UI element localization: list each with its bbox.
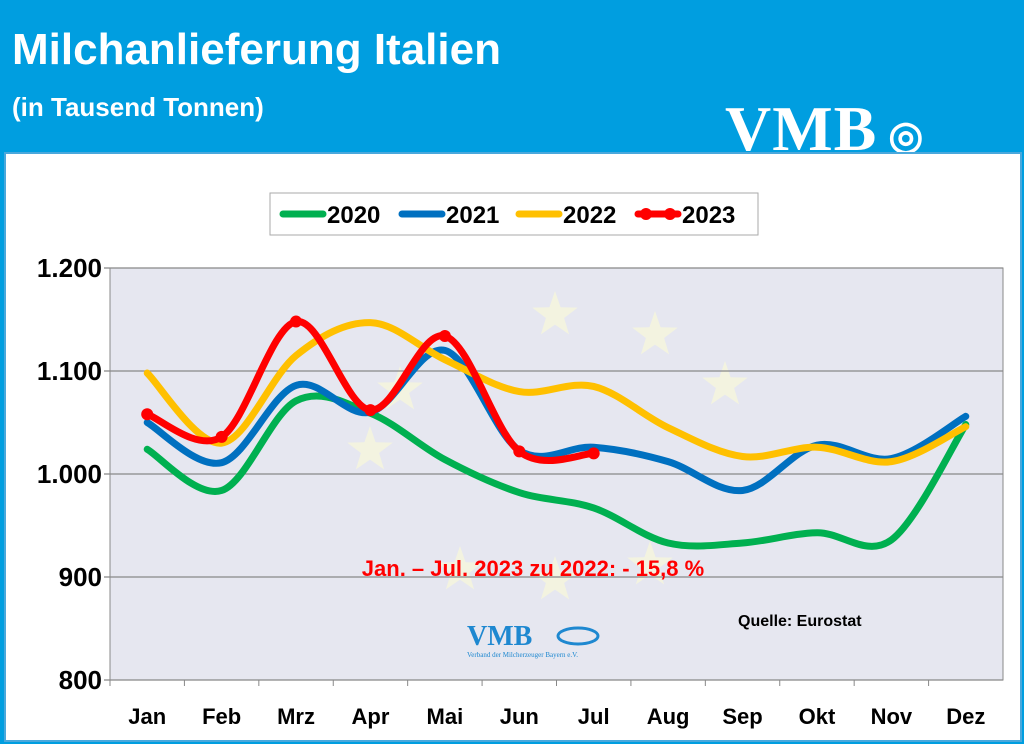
eu-star-icon [632, 311, 678, 355]
data-point-2023 [290, 315, 303, 328]
eu-star-icon [532, 291, 578, 335]
x-tick-label: Jun [500, 704, 539, 729]
x-tick-label: Dez [946, 704, 985, 729]
page-subtitle: (in Tausend Tonnen) [12, 92, 264, 122]
legend-label-2022: 2022 [563, 202, 616, 229]
x-tick-label: Feb [202, 704, 241, 729]
data-point-2023 [141, 408, 154, 421]
y-tick-label: 1.000 [37, 459, 102, 489]
x-tick-label: Sep [722, 704, 762, 729]
legend-label-2021: 2021 [446, 202, 499, 229]
eu-star-icon [702, 361, 748, 405]
x-tick-label: Apr [352, 704, 390, 729]
eu-star-icon [627, 541, 673, 585]
watermark-subtitle: Verband der Milcherzeuger Bayern e.V. [467, 651, 578, 659]
watermark-logo-icon [556, 626, 600, 646]
x-tick-label: Jul [578, 704, 610, 729]
eu-star-icon [347, 426, 393, 470]
x-tick-label: Mai [427, 704, 464, 729]
data-point-2023 [364, 404, 377, 417]
legend-label-2020: 2020 [327, 202, 380, 229]
x-tick-label: Nov [871, 704, 913, 729]
x-tick-label: Okt [799, 704, 836, 729]
series-line-2020 [143, 392, 970, 550]
watermark-logo: VMB [467, 621, 532, 652]
x-tick-label: Aug [647, 704, 690, 729]
eu-star-icon [532, 556, 578, 600]
data-point-2023 [438, 329, 451, 342]
source-label: Quelle: Eurostat [738, 613, 862, 630]
data-point-2023 [215, 430, 228, 443]
legend-label-2023: 2023 [682, 202, 735, 229]
y-tick-label: 1.200 [37, 253, 102, 283]
data-point-2023 [513, 445, 526, 458]
legend-marker [640, 208, 652, 220]
page-title: Milchanlieferung Italien [12, 25, 501, 74]
y-tick-label: 900 [59, 562, 102, 592]
x-tick-label: Mrz [277, 704, 315, 729]
eu-star-icon [437, 546, 483, 590]
x-tick-label: Jan [128, 704, 166, 729]
legend-marker [664, 208, 676, 220]
y-tick-label: 1.100 [37, 356, 102, 386]
y-tick-label: 800 [59, 665, 102, 695]
vmb-logo-icon: ◎ [877, 112, 925, 158]
data-point-2023 [587, 447, 600, 460]
series-line-2022 [143, 319, 970, 466]
annotation: Jan. – Jul. 2023 zu 2022: - 15,8 % [362, 556, 704, 581]
